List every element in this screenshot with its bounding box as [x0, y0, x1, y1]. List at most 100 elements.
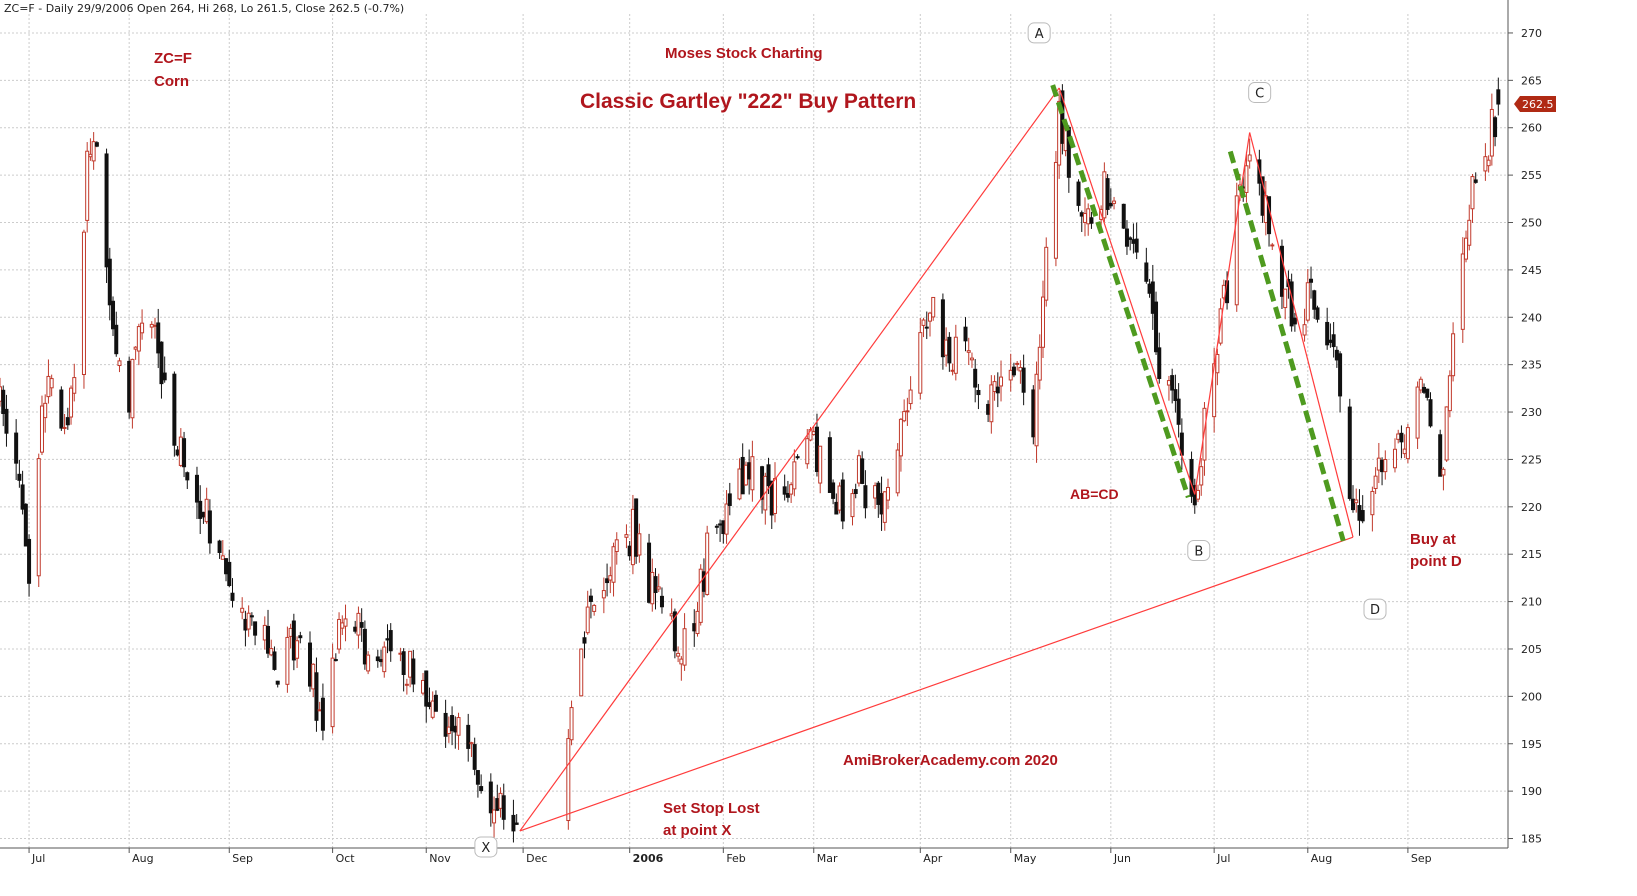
candle-body	[353, 626, 358, 632]
candle-body	[1076, 181, 1081, 206]
candle-up	[1447, 370, 1452, 418]
candle-body	[921, 319, 926, 326]
candle-body	[853, 489, 858, 494]
candle-up	[295, 636, 300, 668]
candle-body	[1034, 373, 1039, 447]
candle-body	[1044, 246, 1049, 301]
candle-up	[72, 363, 77, 402]
candle-body	[1247, 154, 1252, 162]
x-tick-label: Jul	[1216, 852, 1230, 865]
candle-body	[1470, 176, 1475, 210]
candle-up	[330, 643, 335, 734]
candle-up	[456, 712, 461, 750]
candle-body	[72, 377, 77, 394]
candle-down	[582, 631, 587, 659]
candle-body	[679, 658, 684, 665]
candle-body	[714, 525, 719, 528]
y-tick-label: 210	[1521, 596, 1542, 609]
candle-body	[81, 231, 86, 376]
y-tick-label: 190	[1521, 785, 1542, 798]
candle-body	[275, 680, 280, 685]
candle-down	[653, 568, 658, 610]
candle-body	[1144, 262, 1149, 282]
point-label-text: D	[1370, 603, 1380, 618]
x-tick-label: May	[1014, 852, 1037, 865]
candle-up	[579, 648, 584, 697]
candle-down	[1399, 425, 1404, 459]
point-label-text: C	[1255, 86, 1264, 101]
candle-body	[1460, 253, 1465, 330]
candle-down	[973, 359, 978, 403]
candle-down	[963, 317, 968, 352]
candle-body	[1112, 200, 1117, 204]
candle-down	[466, 713, 471, 762]
candle-down	[388, 623, 393, 662]
candle-down	[182, 431, 187, 478]
y-tick-label: 225	[1521, 453, 1542, 466]
x-tick-label: Jun	[1113, 852, 1131, 865]
candle-body	[944, 339, 949, 356]
candle-down	[114, 311, 119, 357]
candle-down	[634, 498, 639, 564]
candle-body	[569, 707, 574, 741]
candle-down	[501, 783, 506, 830]
candle-body	[659, 595, 664, 608]
y-tick-label: 230	[1521, 406, 1542, 419]
buy-label-line1: Buy at	[1410, 531, 1456, 548]
candle-down	[4, 394, 9, 447]
candle-up	[898, 417, 903, 472]
candle-body	[107, 258, 112, 306]
y-tick-label: 270	[1521, 27, 1542, 40]
candle-body	[592, 604, 597, 612]
candle-down	[14, 419, 19, 481]
candle-down	[65, 407, 70, 430]
candle-up	[49, 374, 54, 397]
candle-body	[356, 612, 361, 636]
candle-body	[1309, 278, 1314, 283]
candle-body	[1383, 458, 1388, 473]
candle-body	[1131, 239, 1136, 244]
candle-up	[850, 488, 855, 526]
candle-body	[953, 336, 958, 374]
candle-down	[1438, 429, 1443, 477]
candle-body	[789, 484, 794, 495]
candle-body	[1315, 307, 1320, 320]
y-tick-label: 245	[1521, 264, 1542, 277]
candle-up	[1102, 162, 1107, 223]
y-tick-label: 200	[1521, 690, 1542, 703]
candle-down	[1173, 374, 1178, 413]
candle-body	[940, 299, 945, 358]
candle-body	[585, 606, 590, 634]
candle-body	[1105, 178, 1110, 210]
candle-body	[398, 652, 403, 655]
candle-up	[36, 453, 41, 588]
candle-down	[995, 372, 1000, 408]
candle-body	[695, 610, 700, 635]
candle-body	[1060, 90, 1065, 144]
candle-body	[136, 326, 141, 352]
candle-down	[230, 578, 235, 608]
candle-down	[298, 631, 303, 644]
candle-body	[1402, 448, 1407, 455]
candle-body	[366, 654, 371, 672]
candle-body	[672, 611, 677, 652]
candle-up	[566, 729, 571, 830]
candle-body	[159, 341, 164, 385]
candle-body	[653, 576, 658, 594]
candle-body	[91, 141, 96, 162]
candle-body	[999, 376, 1004, 387]
candle-up	[404, 678, 409, 695]
candle-body	[17, 473, 22, 481]
candle-up	[1247, 138, 1252, 169]
candle-down	[333, 653, 338, 662]
point-label-a: A	[1027, 22, 1051, 44]
candle-body	[340, 622, 345, 629]
candle-body	[1347, 406, 1352, 499]
candle-down	[111, 296, 116, 336]
candle-body	[1489, 108, 1494, 157]
candle-up	[818, 445, 823, 494]
candle-body	[217, 540, 222, 553]
candle-body	[1189, 458, 1194, 497]
candle-down	[172, 371, 177, 457]
